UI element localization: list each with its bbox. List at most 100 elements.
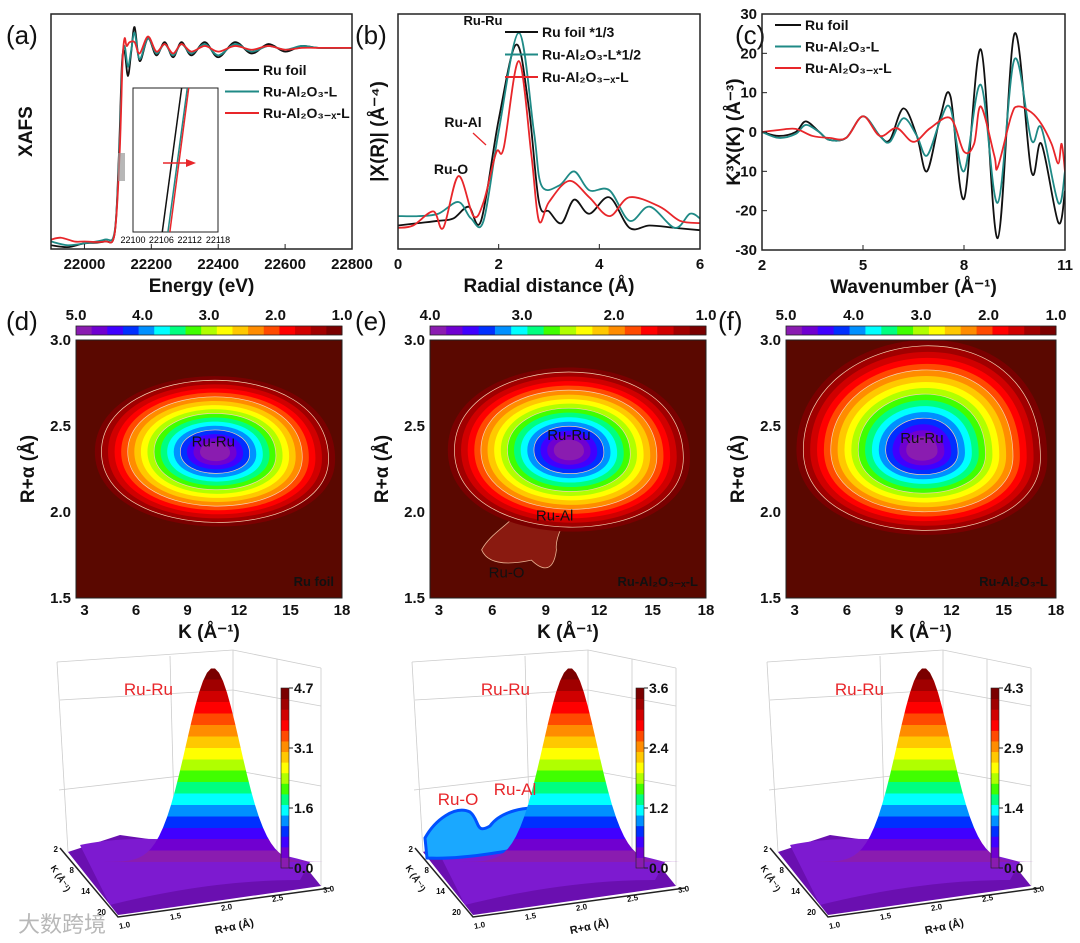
colorbar-segment bbox=[636, 804, 644, 816]
colorbar-segment bbox=[801, 326, 819, 335]
colorbar-segment bbox=[281, 815, 289, 827]
colorbar-segment bbox=[636, 751, 644, 763]
colorbar-segment bbox=[1008, 326, 1025, 335]
y-tick-label: -10 bbox=[735, 163, 757, 180]
colorbar-segment bbox=[991, 846, 999, 858]
peak-surface bbox=[460, 668, 680, 862]
panel-label-d: (d) bbox=[6, 306, 38, 336]
legend-label: Ru-Al₂O₃-L bbox=[805, 39, 880, 55]
colorbar-tick-label: 1.0 bbox=[1046, 307, 1067, 324]
grid-line bbox=[766, 649, 944, 663]
y-tick-label: 3.0 bbox=[760, 332, 781, 349]
r-tick-label: 3.0 bbox=[322, 884, 335, 895]
grid-line bbox=[56, 649, 234, 663]
y-tick-label: 2.0 bbox=[760, 504, 781, 521]
sample-label: Ru-Al₂O₃₋ₓ-L bbox=[618, 574, 699, 589]
colorbar-tick-label: 4.3 bbox=[1004, 680, 1024, 696]
colorbar-segment bbox=[281, 772, 289, 784]
grid-line bbox=[411, 649, 589, 663]
colorbar-segment bbox=[281, 751, 289, 763]
colorbar-segment bbox=[310, 326, 327, 335]
series-line-2 bbox=[762, 105, 1065, 172]
colorbar-tick-label: 1.0 bbox=[696, 307, 717, 324]
colorbar-tick-label: 2.0 bbox=[978, 307, 999, 324]
y-tick-label: 30 bbox=[740, 6, 757, 23]
x-tick-label: 12 bbox=[231, 602, 248, 619]
y-tick-label: 2.0 bbox=[50, 504, 71, 521]
colorbar-segment bbox=[281, 793, 289, 805]
x-axis-label: K (Å⁻¹) bbox=[178, 622, 240, 643]
colorbar-tick-label: 3.1 bbox=[294, 740, 314, 756]
colorbar-segment bbox=[991, 709, 999, 721]
colorbar-segment bbox=[511, 326, 528, 335]
contour-band bbox=[906, 436, 938, 461]
colorbar-segment bbox=[462, 326, 480, 335]
x-axis-label: R+α (Å) bbox=[924, 916, 966, 937]
panel-label-a: (a) bbox=[6, 20, 38, 50]
colorbar-segment bbox=[636, 857, 644, 869]
y-tick-label: -30 bbox=[735, 242, 757, 259]
peak-annotation: Ru-Ru bbox=[192, 434, 235, 451]
colorbar-tick-label: 0.0 bbox=[1004, 860, 1024, 876]
r-tick-label: 2.0 bbox=[220, 902, 233, 913]
x-tick-label: 18 bbox=[1048, 602, 1065, 619]
y-tick-label: 2.5 bbox=[50, 418, 71, 435]
y-tick-label: 2.5 bbox=[760, 418, 781, 435]
colorbar-tick-label: 3.0 bbox=[199, 307, 220, 324]
k-tick-label: 8 bbox=[70, 866, 75, 875]
chart-b: 0 2 4 6 Radial distance (Å) |X(R)| (Å⁻⁴) Ru fo… bbox=[368, 13, 704, 297]
x-tick-label: 22600 bbox=[264, 256, 306, 273]
r-tick-label: 3.0 bbox=[1032, 884, 1045, 895]
colorbar: 4.0 3.0 2.0 1.0 bbox=[420, 307, 717, 336]
y-tick-label: 1.5 bbox=[404, 590, 425, 607]
colorbar-segment bbox=[592, 326, 610, 335]
colorbar-segment bbox=[636, 730, 644, 742]
colorbar-segment bbox=[281, 783, 289, 795]
colorbar-segment bbox=[281, 762, 289, 774]
colorbar-segment bbox=[991, 825, 999, 837]
inset-edge-line bbox=[169, 87, 190, 233]
colorbar-segment bbox=[833, 326, 851, 335]
colorbar-segment bbox=[636, 825, 644, 837]
peak-annotation: Ru-O bbox=[438, 790, 479, 809]
r-tick-label: 2.5 bbox=[271, 893, 284, 904]
contour-band bbox=[553, 439, 584, 461]
x-tick-label: 4 bbox=[595, 256, 604, 273]
colorbar-segment bbox=[636, 793, 644, 805]
series-line-1 bbox=[398, 31, 700, 229]
colorbar-segment bbox=[636, 688, 644, 700]
chart-a: 22000 22200 22400 22600 22800 Energy (eV) XAFS… bbox=[16, 13, 373, 297]
inset-edge-line bbox=[161, 87, 183, 233]
legend-label: Ru-Al₂O₃₋ₓ-L bbox=[805, 60, 892, 76]
x-tick-label: 18 bbox=[698, 602, 715, 619]
colorbar-segment bbox=[281, 836, 289, 848]
k-tick-label: 20 bbox=[807, 908, 816, 917]
colorbar-segment bbox=[76, 326, 93, 335]
y-tick-label: 10 bbox=[740, 85, 757, 102]
k-tick-label: 14 bbox=[436, 887, 445, 896]
r-tick-label: 2.5 bbox=[626, 893, 639, 904]
x-tick-label: 3 bbox=[791, 602, 799, 619]
colorbar-segment bbox=[636, 709, 644, 721]
legend-label: Ru-Al₂O₃₋ₓ-L bbox=[542, 69, 629, 85]
x-tick-label: 5 bbox=[859, 257, 867, 274]
x-tick-label: 0 bbox=[394, 256, 402, 273]
x-axis-label: R+α (Å) bbox=[214, 916, 256, 937]
contour-surface bbox=[786, 340, 1056, 598]
x-tick-label: 6 bbox=[488, 602, 496, 619]
x-tick-label: 22000 bbox=[64, 256, 106, 273]
colorbar-segment bbox=[122, 326, 140, 335]
y-tick-label: 3.0 bbox=[50, 332, 71, 349]
colorbar-tick-label: 5.0 bbox=[776, 307, 797, 324]
colorbar-segment bbox=[1040, 326, 1057, 335]
colorbar-tick-label: 3.6 bbox=[649, 680, 669, 696]
k-tick-label: 20 bbox=[452, 908, 461, 917]
panel-label-e: (e) bbox=[355, 306, 387, 336]
x-tick-label: 15 bbox=[282, 602, 299, 619]
colorbar-segment bbox=[154, 326, 171, 335]
r-tick-label: 2.5 bbox=[981, 893, 994, 904]
arrow-head-icon bbox=[186, 159, 196, 167]
colorbar-segment bbox=[928, 326, 946, 335]
colorbar-segment bbox=[281, 825, 289, 837]
